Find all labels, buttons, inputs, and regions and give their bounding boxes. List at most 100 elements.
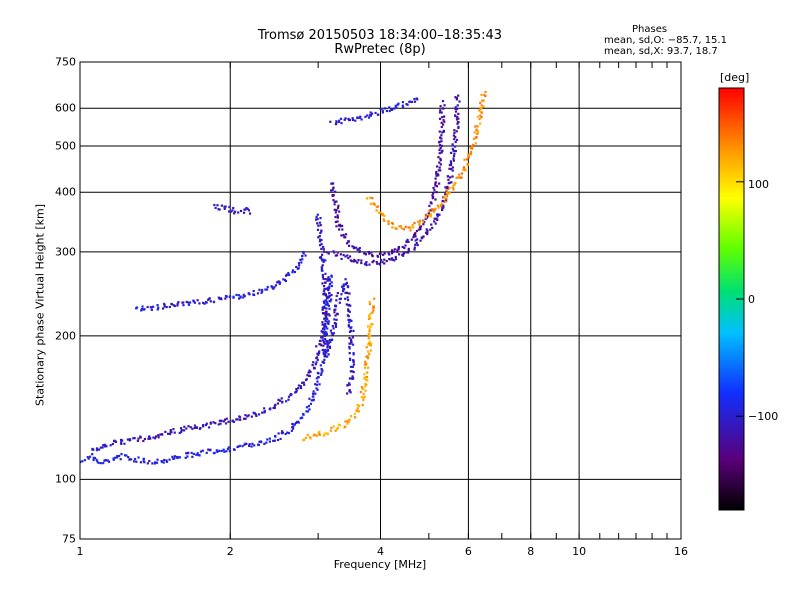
data-point (133, 436, 136, 440)
data-point (360, 118, 363, 121)
data-point (103, 445, 106, 448)
data-point (425, 228, 428, 231)
data-point (383, 252, 386, 255)
data-point (128, 458, 131, 461)
data-point (315, 215, 318, 218)
data-point (379, 107, 382, 110)
data-point (260, 291, 263, 294)
data-point (368, 340, 372, 343)
data-point (311, 363, 314, 367)
data-point (446, 185, 449, 189)
data-point (440, 134, 443, 137)
data-point (363, 252, 366, 255)
data-point (451, 166, 454, 169)
data-point (381, 109, 384, 112)
data-point (366, 357, 370, 360)
data-point (330, 284, 333, 288)
data-point (367, 343, 370, 346)
data-point (452, 157, 455, 160)
data-point (318, 221, 322, 224)
data-point (365, 383, 368, 387)
data-point (218, 449, 221, 452)
colorbar-ticks (736, 181, 744, 417)
data-point (324, 348, 327, 352)
data-point (324, 259, 327, 262)
data-point (99, 462, 102, 465)
data-point (329, 120, 332, 123)
data-point (357, 247, 360, 251)
data-point (288, 273, 291, 276)
data-point (322, 349, 325, 352)
data-point (352, 329, 355, 333)
data-point (332, 332, 335, 335)
data-point (435, 217, 438, 220)
data-point (302, 439, 305, 442)
data-point (273, 439, 276, 442)
data-point (322, 258, 325, 261)
data-point (149, 437, 152, 440)
data-point (331, 194, 334, 197)
data-point (130, 458, 133, 461)
data-point (87, 457, 90, 460)
data-point (337, 228, 341, 231)
data-point (169, 430, 172, 433)
data-point (350, 340, 353, 343)
data-point (392, 250, 395, 253)
data-point (316, 228, 320, 231)
data-point (476, 132, 479, 135)
data-point (427, 212, 430, 215)
data-point (371, 311, 374, 314)
data-point (351, 377, 354, 380)
data-point (326, 321, 329, 324)
data-point (424, 231, 428, 234)
x-axis-label: Frequency [MHz] (333, 558, 427, 571)
data-point (366, 379, 369, 382)
data-point (368, 332, 371, 335)
data-point (199, 450, 203, 453)
data-point (335, 225, 338, 228)
data-point (314, 383, 317, 386)
data-point (302, 250, 305, 254)
data-point (336, 206, 340, 210)
data-point (224, 294, 228, 298)
data-point (165, 459, 168, 462)
data-point (470, 145, 474, 148)
data-point (412, 226, 415, 229)
data-point (326, 432, 329, 435)
data-point (433, 189, 436, 192)
data-point (261, 411, 264, 414)
colorbar-label: [deg] (720, 71, 750, 84)
data-point (318, 238, 322, 241)
data-point (199, 426, 202, 430)
data-point (444, 193, 447, 196)
data-point (476, 125, 479, 128)
data-point (250, 415, 253, 418)
data-point (430, 223, 433, 226)
data-point (325, 331, 328, 334)
data-point (325, 315, 328, 318)
data-point (404, 244, 407, 247)
data-point (340, 122, 343, 125)
data-point (239, 209, 243, 213)
data-point (454, 96, 457, 99)
data-point (284, 432, 287, 436)
data-point (127, 456, 130, 459)
data-point (165, 460, 169, 463)
data-point (318, 383, 321, 386)
data-point (351, 365, 354, 368)
data-point (204, 423, 208, 427)
data-point (436, 218, 439, 222)
data-point (327, 304, 331, 307)
data-point (284, 279, 287, 283)
data-point (321, 339, 325, 342)
data-point (413, 246, 416, 249)
data-point (437, 156, 440, 159)
data-point (442, 204, 445, 207)
data-point (376, 262, 379, 265)
data-point (448, 181, 451, 184)
data-point (480, 116, 483, 119)
data-point (327, 320, 330, 323)
data-point (430, 202, 433, 205)
data-point (183, 425, 186, 428)
data-point (376, 255, 380, 258)
